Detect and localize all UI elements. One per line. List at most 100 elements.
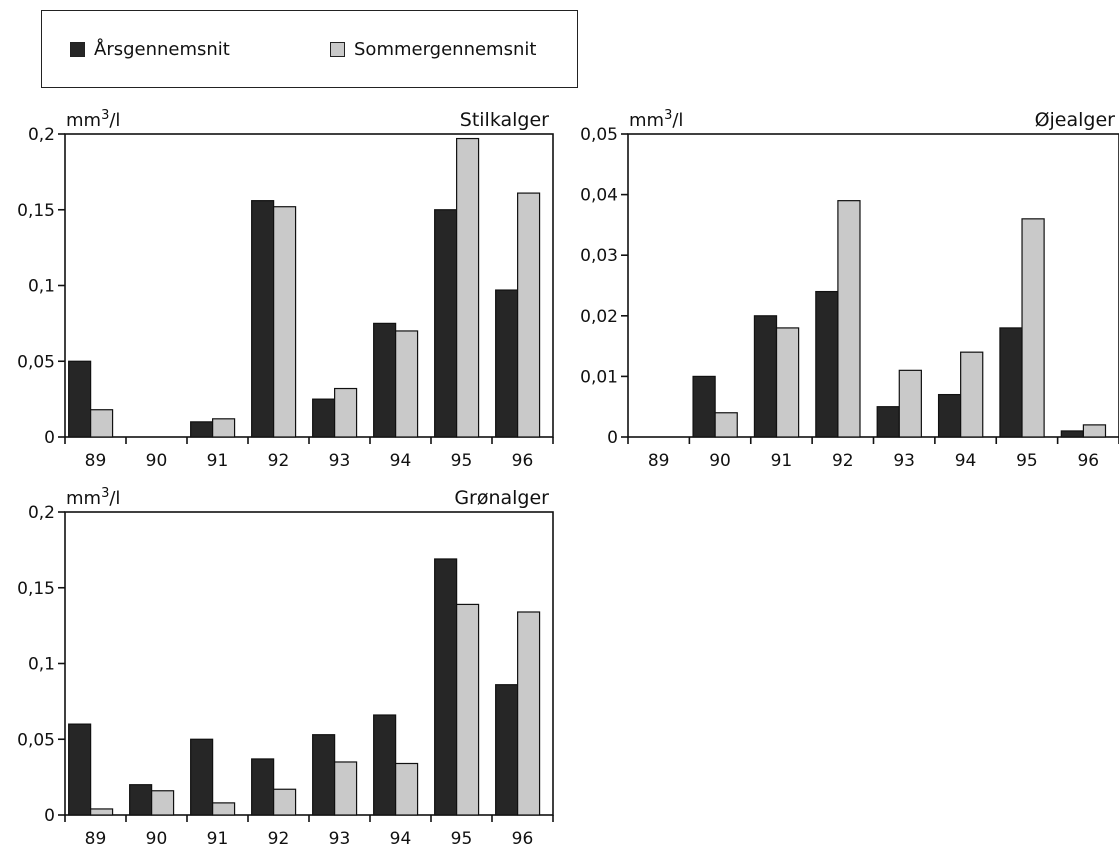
bar-annual (68, 360, 92, 438)
y-axis-label-per: /l (109, 110, 120, 131)
bar-summer (395, 762, 419, 816)
x-tick-label: 94 (955, 451, 977, 471)
bar-annual (692, 375, 716, 438)
y-tick-label: 0 (44, 806, 55, 826)
y-tick-label: 0,04 (580, 186, 618, 206)
x-tick-label: 95 (451, 451, 473, 471)
x-tick-label: 96 (512, 829, 534, 844)
bar-summer (273, 206, 297, 438)
x-tick-label: 89 (85, 451, 107, 471)
bar-annual (373, 714, 397, 816)
x-tick-label: 96 (512, 451, 534, 471)
y-axis-label-unit: mm (66, 488, 101, 509)
chart-title: Grønalger (454, 487, 549, 509)
legend-label-summer: Sommergennemsnit (354, 39, 537, 60)
bar-summer (1082, 424, 1107, 438)
legend: Årsgennemsnit Sommergennemsnit (41, 10, 578, 88)
x-tick-label: 91 (771, 451, 793, 471)
bar-annual (190, 738, 214, 816)
bar-annual (190, 421, 214, 438)
legend-item-summer: Sommergennemsnit (330, 39, 536, 60)
y-tick-label: 0 (44, 428, 55, 448)
y-axis-label-per: /l (109, 488, 120, 509)
bar-annual (815, 290, 839, 438)
bar-annual (495, 289, 519, 438)
legend-swatch-annual (70, 42, 85, 57)
bar-annual (753, 315, 778, 438)
bar-summer (151, 790, 175, 816)
y-tick-label: 0,01 (580, 367, 618, 387)
x-tick-label: 95 (1016, 451, 1038, 471)
x-tick-label: 93 (329, 829, 351, 844)
legend-item-annual: Årsgennemsnit (70, 39, 230, 60)
bar-annual (495, 684, 519, 816)
y-axis-label-unit: mm (629, 110, 664, 131)
bar-summer (395, 330, 419, 438)
bar-summer (898, 369, 922, 438)
y-axis-label-unit: mm (66, 110, 101, 131)
y-tick-label: 0,02 (580, 307, 618, 327)
x-tick-label: 89 (648, 451, 670, 471)
chart-title: Stilkalger (460, 109, 549, 131)
bar-annual (312, 734, 336, 816)
x-tick-label: 93 (893, 451, 915, 471)
y-axis-label-superscript: 3 (664, 108, 672, 123)
legend-label-annual: Årsgennemsnit (94, 39, 230, 60)
bar-summer (517, 611, 541, 816)
bar-summer (775, 327, 800, 438)
y-axis-label-superscript: 3 (101, 486, 109, 501)
y-axis-label-per: /l (672, 110, 683, 131)
x-tick-label: 96 (1077, 451, 1099, 471)
bar-annual (312, 398, 336, 438)
x-tick-label: 93 (329, 451, 351, 471)
bar-annual (999, 327, 1023, 438)
y-tick-label: 0,1 (28, 277, 55, 297)
y-tick-label: 0,2 (28, 503, 55, 523)
bar-annual (876, 406, 900, 438)
y-tick-label: 0,05 (17, 730, 55, 750)
chart-ojealger: 0 0,01 0,02 0,03 0,04 0,05 89 90 91 92 93 94 95 96 mm3… (580, 108, 1119, 471)
chart-stilkalger: 0 0,05 0,1 0,15 0,2 89 90 91 92 93 94 95 96 mm3/l Stil… (17, 108, 554, 471)
x-tick-label: 89 (85, 829, 107, 844)
bar-summer (212, 418, 236, 438)
plot-frame (64, 511, 554, 816)
bar-annual (373, 322, 397, 438)
x-tick-label: 91 (207, 829, 229, 844)
y-tick-label: 0,05 (580, 125, 618, 145)
bar-summer (212, 802, 236, 816)
x-tick-label: 92 (832, 451, 854, 471)
chart-title: Øjealger (1035, 109, 1116, 131)
y-axis-label: mm3/l (66, 486, 120, 509)
y-tick-label: 0,03 (580, 246, 618, 266)
bar-summer (456, 137, 480, 438)
bar-annual (434, 209, 458, 438)
bar-annual (251, 758, 275, 816)
bar-summer (1021, 218, 1045, 438)
x-tick-label: 90 (709, 451, 731, 471)
bar-summer (273, 788, 297, 816)
y-tick-label: 0,2 (28, 125, 55, 145)
bar-annual (251, 200, 275, 438)
bar-summer (837, 200, 861, 438)
bar-annual (937, 393, 962, 438)
bar-summer (456, 603, 480, 816)
bar-annual (129, 784, 153, 816)
y-axis-label: mm3/l (66, 108, 120, 131)
y-axis-label: mm3/l (629, 108, 683, 131)
bar-summer (90, 808, 114, 816)
x-tick-label: 92 (268, 829, 290, 844)
x-tick-label: 90 (146, 451, 168, 471)
bar-summer (90, 409, 114, 438)
x-tick-label: 90 (146, 829, 168, 844)
plot-frame (64, 133, 554, 438)
y-tick-label: 0 (607, 428, 618, 448)
y-axis-label-superscript: 3 (101, 108, 109, 123)
chart-gronalger: 0 0,05 0,1 0,15 0,2 89 90 91 92 93 94 95 96 mm3/l Grøn… (17, 486, 554, 844)
bar-annual (434, 558, 458, 816)
x-tick-label: 92 (268, 451, 290, 471)
bar-summer (517, 192, 541, 438)
y-tick-label: 0,15 (17, 201, 55, 221)
bar-summer (334, 761, 358, 816)
y-tick-label: 0,15 (17, 579, 55, 599)
